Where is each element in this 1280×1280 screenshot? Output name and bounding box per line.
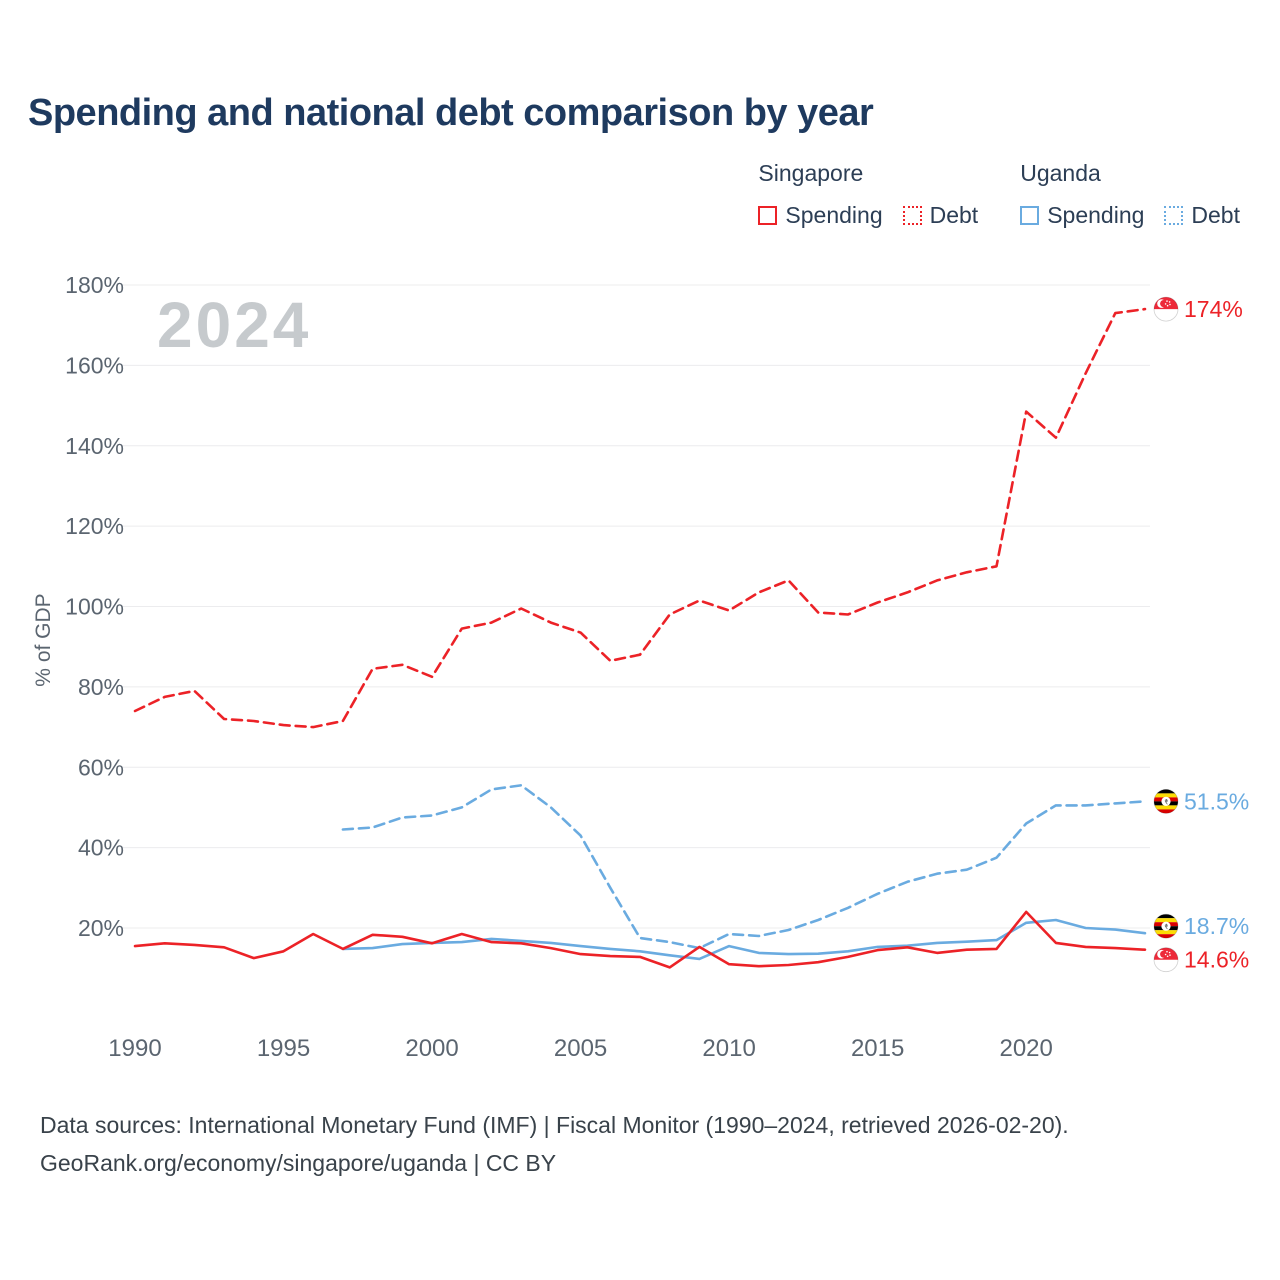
series-line-uganda-spending[interactable] [341,918,1147,961]
y-tick-label: 160% [65,352,124,378]
y-tick-label: 120% [65,513,124,539]
footer: Data sources: International Monetary Fun… [40,1106,1069,1182]
end-label-singapore-spending: 14.6% [1184,947,1249,973]
y-tick-label: 60% [78,754,124,780]
x-tick-label: 1990 [108,1035,161,1062]
uganda-flag-icon [1154,789,1178,813]
page-title: Spending and national debt comparison by… [28,92,874,134]
legend-country-label-singapore: Singapore [758,160,864,186]
legend-country-label-uganda: Uganda [1020,160,1101,186]
legend-swatch-singapore-spending-icon [758,206,778,225]
end-label-uganda-debt: 51.5% [1184,788,1249,814]
watermark-year: 2024 [157,289,312,361]
chart-plot-area: 20% 40% 60% 80% 100% 120% 140% 160% 180% 1990 1995… [65,272,1249,1062]
legend-item-label: Debt [929,202,979,228]
uganda-flag-icon [1154,914,1178,938]
series-line-uganda-debt[interactable] [341,784,1147,950]
x-tick-label: 1995 [257,1035,310,1062]
legend-swatch-uganda-spending-icon [1020,206,1040,225]
y-tick-label: 20% [78,915,124,941]
legend-swatch-singapore-debt-icon [902,206,922,225]
x-tick-label: 2020 [999,1035,1052,1062]
legend-item-label: Debt [1191,202,1240,228]
y-tick-label: 80% [78,674,124,700]
legend-group-singapore: Singapore Spending Debt [758,160,978,229]
legend-item-uganda-spending[interactable]: Spending [1020,202,1144,229]
legend-swatch-uganda-debt-icon [1164,206,1184,225]
series-line-singapore-debt[interactable] [133,307,1147,729]
footer-attribution: GeoRank.org/economy/singapore/uganda | C… [40,1150,557,1176]
series-line-singapore-spending[interactable] [133,910,1147,969]
singapore-flag-icon [1153,296,1179,322]
x-tick-label: 2015 [851,1035,904,1062]
x-tick-label: 2005 [554,1035,607,1062]
footer-data-sources: Data sources: International Monetary Fun… [40,1112,1069,1138]
legend-item-singapore-spending[interactable]: Spending [758,202,883,229]
end-label-uganda-spending: 18.7% [1184,913,1249,939]
legend-item-label: Spending [785,202,883,228]
legend-item-label: Spending [1047,202,1145,228]
legend: Singapore Spending Debt Uganda Spending … [758,160,1240,229]
legend-item-singapore-debt[interactable]: Debt [902,202,979,229]
x-tick-label: 2000 [405,1035,458,1062]
y-tick-label: 180% [65,272,124,298]
x-tick-label: 2010 [702,1035,755,1062]
legend-item-uganda-debt[interactable]: Debt [1164,202,1240,229]
y-tick-label: 140% [65,433,124,459]
legend-group-uganda: Uganda Spending Debt [1020,160,1240,229]
end-label-singapore-debt: 174% [1184,296,1243,322]
y-tick-label: 40% [78,835,124,861]
y-tick-label: 100% [65,594,124,620]
singapore-flag-icon [1153,947,1179,973]
